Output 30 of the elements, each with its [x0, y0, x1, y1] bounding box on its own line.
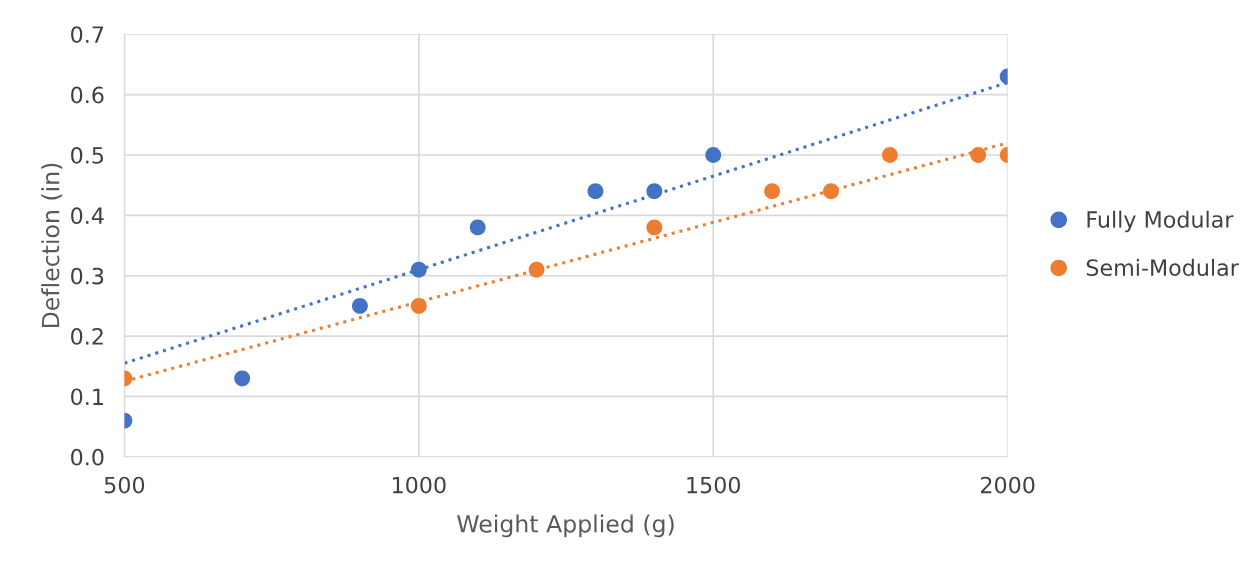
y-tick-label: 0.4: [71, 207, 104, 225]
y-tick-label: 0.1: [71, 388, 103, 406]
y-tick-label: 0.2: [71, 328, 103, 345]
point: [528, 261, 545, 278]
legend-label: Fully Modular: [1087, 210, 1234, 233]
point: [646, 183, 663, 200]
x-tick-label: 1000: [392, 476, 446, 494]
point: [587, 183, 604, 200]
point: [234, 370, 251, 387]
point: [970, 147, 987, 163]
y-tick-label: 0.5: [71, 146, 104, 164]
x-tick-label: 2000: [980, 476, 1035, 494]
point: [469, 219, 486, 236]
point: [646, 219, 663, 236]
point: [764, 183, 781, 200]
x-tick-label: 500: [104, 476, 145, 494]
x-axis-title: Weight Applied (g): [457, 514, 674, 538]
y-tick-label: 0.6: [71, 86, 104, 104]
y-axis-title: Deflection (in): [41, 163, 63, 328]
y-tick-label: 0.7: [71, 26, 104, 44]
y-tick-label: 0.3: [71, 267, 104, 285]
y-tick-label: 0.0: [71, 448, 104, 466]
point: [352, 297, 368, 314]
point: [881, 147, 898, 163]
point: [410, 261, 427, 278]
legend-label: Semi-Modular: [1086, 258, 1239, 277]
point: [410, 297, 427, 314]
x-tick-label: 1500: [687, 476, 741, 494]
point: [705, 147, 722, 163]
point: [823, 183, 839, 200]
